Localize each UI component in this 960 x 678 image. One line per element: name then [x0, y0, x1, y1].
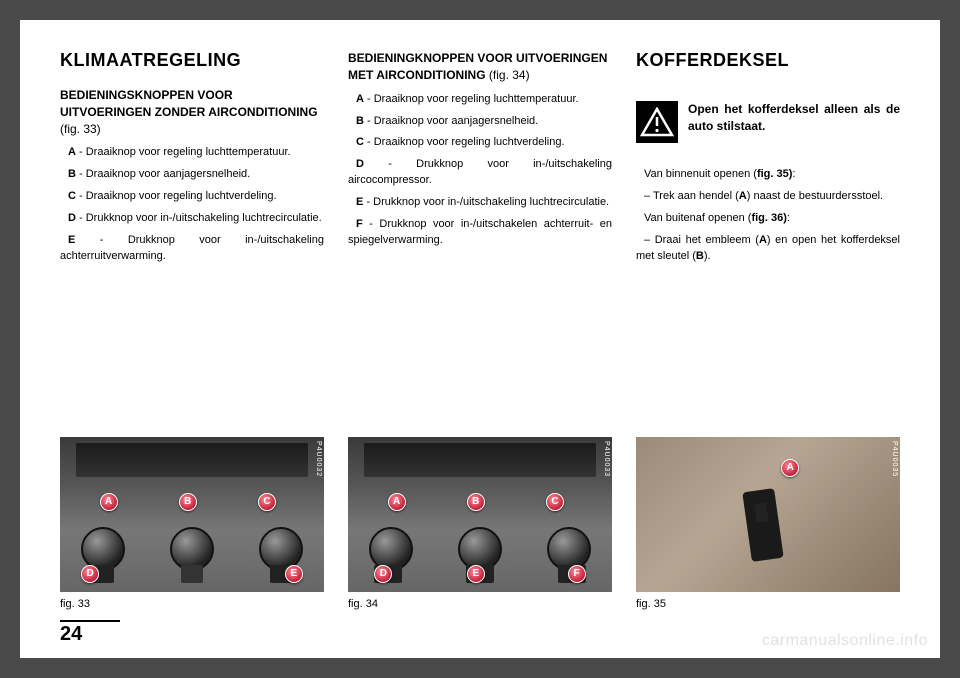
control-item-e: E - Drukknop voor in-/uitschakeling acht… — [60, 233, 324, 265]
page-number: 24 — [60, 623, 82, 646]
subtitle-bold: BEDIENINGSKNOPPEN VOOR UITVOERINGEN ZOND… — [60, 88, 318, 119]
control-item-c: C - Draaiknop voor regeling luchtverdeli… — [348, 135, 612, 151]
control-item-b: B - Draaiknop voor aanjagersnelheid. — [60, 167, 324, 183]
text-columns: KLIMAATREGELING BEDIENINGSKNOPPEN VOOR U… — [60, 50, 900, 271]
figure-34-caption: fig. 34 — [348, 598, 612, 610]
control-item-d: D - Drukknop voor in-/uitschakeling airc… — [348, 157, 612, 189]
marker-a: A — [781, 459, 799, 477]
control-item-e: E - Drukknop voor in-/uitschakeling luch… — [348, 195, 612, 211]
figure-33-caption: fig. 33 — [60, 598, 324, 610]
control-item-a: A - Draaiknop voor regeling luchttempera… — [348, 92, 612, 108]
subtitle-figref: (fig. 33) — [60, 122, 101, 136]
marker-e: E — [285, 565, 303, 583]
marker-f: F — [568, 565, 586, 583]
figure-34: A B C D E F P4U0033 fig. 34 — [348, 437, 612, 610]
subtitle-bold: BEDIENINGKNOPPEN VOOR UITVOERINGEN MET A… — [348, 51, 607, 82]
subsection-title-zonder-airco: BEDIENINGSKNOPPEN VOOR UITVOERINGEN ZOND… — [60, 87, 324, 137]
image-code: P4U0033 — [603, 441, 610, 477]
marker-b: B — [467, 493, 485, 511]
figure-35-image: A P4U0035 — [636, 437, 900, 592]
marker-d: D — [374, 565, 392, 583]
marker-a: A — [388, 493, 406, 511]
marker-c: C — [258, 493, 276, 511]
section-title-klimaatregeling: KLIMAATREGELING — [60, 50, 324, 71]
column-2: BEDIENINGKNOPPEN VOOR UITVOERINGEN MET A… — [348, 50, 612, 271]
figure-33-image: A B C D E P4U0032 — [60, 437, 324, 592]
image-code: P4U0032 — [315, 441, 322, 477]
open-outside-intro: Van buitenaf openen (fig. 36): — [636, 211, 900, 227]
warning-text: Open het kofferdeksel alleen als de auto… — [688, 101, 900, 143]
control-item-a: A - Draaiknop voor regeling luchttempera… — [60, 145, 324, 161]
marker-c: C — [546, 493, 564, 511]
image-code: P4U0035 — [891, 441, 898, 477]
figure-35: A P4U0035 fig. 35 — [636, 437, 900, 610]
warning-triangle-icon — [636, 101, 678, 143]
manual-page: KLIMAATREGELING BEDIENINGSKNOPPEN VOOR U… — [20, 20, 940, 658]
page-number-rule — [60, 620, 120, 622]
watermark: carmanualsonline.info — [762, 632, 928, 650]
marker-a: A — [100, 493, 118, 511]
figure-35-caption: fig. 35 — [636, 598, 900, 610]
marker-b: B — [179, 493, 197, 511]
control-item-d: D - Drukknop voor in-/uitschakeling luch… — [60, 211, 324, 227]
marker-e: E — [467, 565, 485, 583]
open-inside-intro: Van binnenuit openen (fig. 35): — [636, 167, 900, 183]
figure-33: A B C D E P4U0032 fig. 33 — [60, 437, 324, 610]
figure-34-image: A B C D E F P4U0033 — [348, 437, 612, 592]
section-title-kofferdeksel: KOFFERDEKSEL — [636, 50, 900, 71]
open-inside-step: – Trek aan hendel (A) naast de bestuurde… — [636, 189, 900, 205]
warning-box: Open het kofferdeksel alleen als de auto… — [636, 101, 900, 143]
subtitle-figref: (fig. 34) — [486, 68, 530, 82]
control-item-f: F - Drukknop voor in-/uitschakelen achte… — [348, 217, 612, 249]
subsection-title-met-airco: BEDIENINGKNOPPEN VOOR UITVOERINGEN MET A… — [348, 50, 612, 84]
column-3: KOFFERDEKSEL Open het kofferdeksel allee… — [636, 50, 900, 271]
figures-row: A B C D E P4U0032 fig. 33 A B — [60, 437, 900, 610]
column-1: KLIMAATREGELING BEDIENINGSKNOPPEN VOOR U… — [60, 50, 324, 271]
open-outside-step: – Draai het embleem (A) en open het koff… — [636, 233, 900, 265]
control-item-b: B - Draaiknop voor aanjagersnelheid. — [348, 114, 612, 130]
control-item-c: C - Draaiknop voor regeling luchtverdeli… — [60, 189, 324, 205]
marker-d: D — [81, 565, 99, 583]
